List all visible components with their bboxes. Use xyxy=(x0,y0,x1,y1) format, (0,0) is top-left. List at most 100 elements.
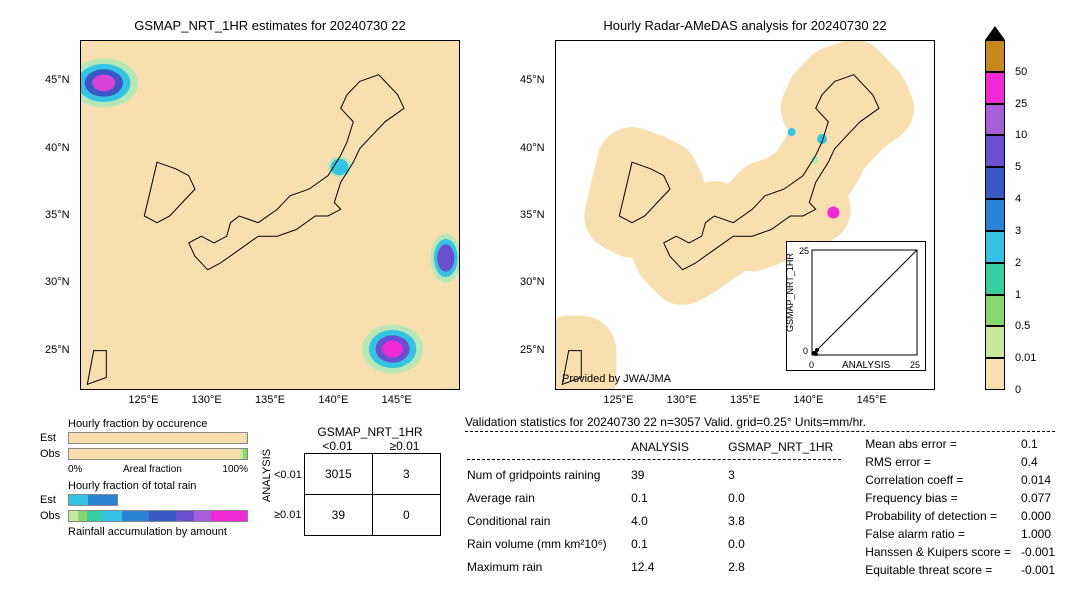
colorbar-over-triangle xyxy=(985,26,1005,40)
x-tick-label: 125°E xyxy=(128,394,158,406)
colorbar-segment xyxy=(985,135,1005,167)
fraction-row-label: Est xyxy=(40,494,56,506)
x-tick-label: 145°E xyxy=(857,394,887,406)
colorbar-tick-label: 1 xyxy=(1015,289,1021,301)
x-tick-label: 130°E xyxy=(667,394,697,406)
y-tick-label: 30°N xyxy=(45,276,70,288)
right-map-title: Hourly Radar-AMeDAS analysis for 2024073… xyxy=(555,18,935,33)
colorbar-tick-label: 5 xyxy=(1015,161,1021,173)
validation-cell: 0.1 xyxy=(631,488,726,509)
contingency-col-labels: <0.01≥0.01 xyxy=(304,439,450,453)
validation-cell: Maximum rain xyxy=(467,557,629,578)
x-tick-label: 125°E xyxy=(603,394,633,406)
colorbar-segment xyxy=(985,199,1005,231)
map-attribution: Provided by JWA/JMA xyxy=(562,373,671,385)
x-tick-label: 140°E xyxy=(793,394,823,406)
validation-cell: Conditional rain xyxy=(467,511,629,532)
validation-cell: 0.0 xyxy=(728,534,841,555)
metric-label: Mean abs error = xyxy=(865,436,1019,452)
contingency-col-header: GSMAP_NRT_1HR xyxy=(290,425,450,439)
metric-value: 0.014 xyxy=(1021,472,1063,488)
metric-label: Equitable threat score = xyxy=(865,562,1019,578)
y-tick-label: 25°N xyxy=(520,344,545,356)
total-rain-title: Hourly fraction of total rain xyxy=(68,480,196,492)
metric-label: Probability of detection = xyxy=(865,508,1019,524)
metric-label: Correlation coeff = xyxy=(865,472,1019,488)
colorbar-tick-label: 25 xyxy=(1015,98,1027,110)
colorbar-segment xyxy=(985,167,1005,199)
validation-cell: 2.8 xyxy=(728,557,841,578)
validation-cell: 0.1 xyxy=(631,534,726,555)
fraction-row-label: Obs xyxy=(40,448,60,460)
contingency-cell: 3 xyxy=(372,454,440,495)
colorbar-segment xyxy=(985,231,1005,263)
left-map-panel xyxy=(80,40,460,390)
validation-cell: 3 xyxy=(728,465,841,486)
colorbar-segment xyxy=(985,104,1005,136)
colorbar-tick-label: 10 xyxy=(1015,129,1027,141)
colorbar-tick-label: 0 xyxy=(1015,384,1021,396)
metric-value: 1.000 xyxy=(1021,526,1063,542)
x-tick-label: 135°E xyxy=(255,394,285,406)
colorbar-tick-label: 0.5 xyxy=(1015,320,1030,332)
metric-value: 0.1 xyxy=(1021,436,1063,452)
y-tick-label: 45°N xyxy=(45,74,70,86)
validation-stats: Validation statistics for 20240730 22 n=… xyxy=(465,415,1065,580)
colorbar-tick-label: 3 xyxy=(1015,225,1021,237)
fraction-x-axis: 0%Areal fraction100% xyxy=(68,464,248,475)
colorbar-tick-label: 2 xyxy=(1015,257,1021,269)
validation-cell: 4.0 xyxy=(631,511,726,532)
metric-label: RMS error = xyxy=(865,454,1019,470)
colorbar-tick-label: 4 xyxy=(1015,193,1021,205)
metric-value: -0.001 xyxy=(1021,562,1063,578)
y-tick-label: 40°N xyxy=(520,142,545,154)
inset-scatter: ANALYSISGSMAP_NRT_1HR025250 xyxy=(786,241,926,371)
validation-cell: 0.0 xyxy=(728,488,841,509)
metric-label: Hanssen & Kuipers score = xyxy=(865,544,1019,560)
y-tick-label: 45°N xyxy=(520,74,545,86)
y-tick-label: 40°N xyxy=(45,142,70,154)
colorbar-segment xyxy=(985,326,1005,358)
validation-cell: Rain volume (mm km²10⁶) xyxy=(467,534,629,555)
contingency-row-header: ANALYSIS xyxy=(261,488,273,502)
validation-cell: 39 xyxy=(631,465,726,486)
x-tick-label: 145°E xyxy=(382,394,412,406)
validation-title: Validation statistics for 20240730 22 n=… xyxy=(465,415,1065,429)
right-map-panel: ANALYSISGSMAP_NRT_1HR025250Provided by J… xyxy=(555,40,935,390)
y-tick-label: 30°N xyxy=(520,276,545,288)
colorbar-segment xyxy=(985,72,1005,104)
validation-cell: Average rain xyxy=(467,488,629,509)
colorbar-tick-label: 0.01 xyxy=(1015,352,1036,364)
contingency-table: GSMAP_NRT_1HR<0.01≥0.01ANALYSIS<0.01≥0.0… xyxy=(260,425,450,536)
validation-cell: 12.4 xyxy=(631,557,726,578)
contingency-cell: 0 xyxy=(372,495,440,536)
fraction-bar xyxy=(68,432,248,444)
y-tick-label: 25°N xyxy=(45,344,70,356)
colorbar-segment xyxy=(985,295,1005,327)
y-tick-label: 35°N xyxy=(520,209,545,221)
fraction-bar xyxy=(68,448,248,460)
metric-value: 0.077 xyxy=(1021,490,1063,506)
fraction-row-label: Obs xyxy=(40,510,60,522)
colorbar-segment xyxy=(985,358,1005,390)
x-tick-label: 130°E xyxy=(192,394,222,406)
metric-value: 0.4 xyxy=(1021,454,1063,470)
colorbar-tick-label: 50 xyxy=(1015,66,1027,78)
colorbar-segment xyxy=(985,263,1005,295)
metric-label: Frequency bias = xyxy=(865,490,1019,506)
fraction-bar xyxy=(68,494,118,506)
inset-xlabel: ANALYSIS xyxy=(842,360,890,371)
fraction-bar xyxy=(68,510,248,522)
validation-cell: 3.8 xyxy=(728,511,841,532)
metric-value: -0.001 xyxy=(1021,544,1063,560)
metric-label: False alarm ratio = xyxy=(865,526,1019,542)
occurrence-title: Hourly fraction by occurence xyxy=(68,418,207,430)
inset-ylabel: GSMAP_NRT_1HR xyxy=(785,253,795,332)
left-map-title: GSMAP_NRT_1HR estimates for 20240730 22 xyxy=(80,18,460,33)
y-tick-label: 35°N xyxy=(45,209,70,221)
contingency-cell: 39 xyxy=(304,495,372,536)
x-tick-label: 140°E xyxy=(318,394,348,406)
accum-title: Rainfall accumulation by amount xyxy=(68,526,227,538)
metric-value: 0.000 xyxy=(1021,508,1063,524)
colorbar-segment xyxy=(985,40,1005,72)
